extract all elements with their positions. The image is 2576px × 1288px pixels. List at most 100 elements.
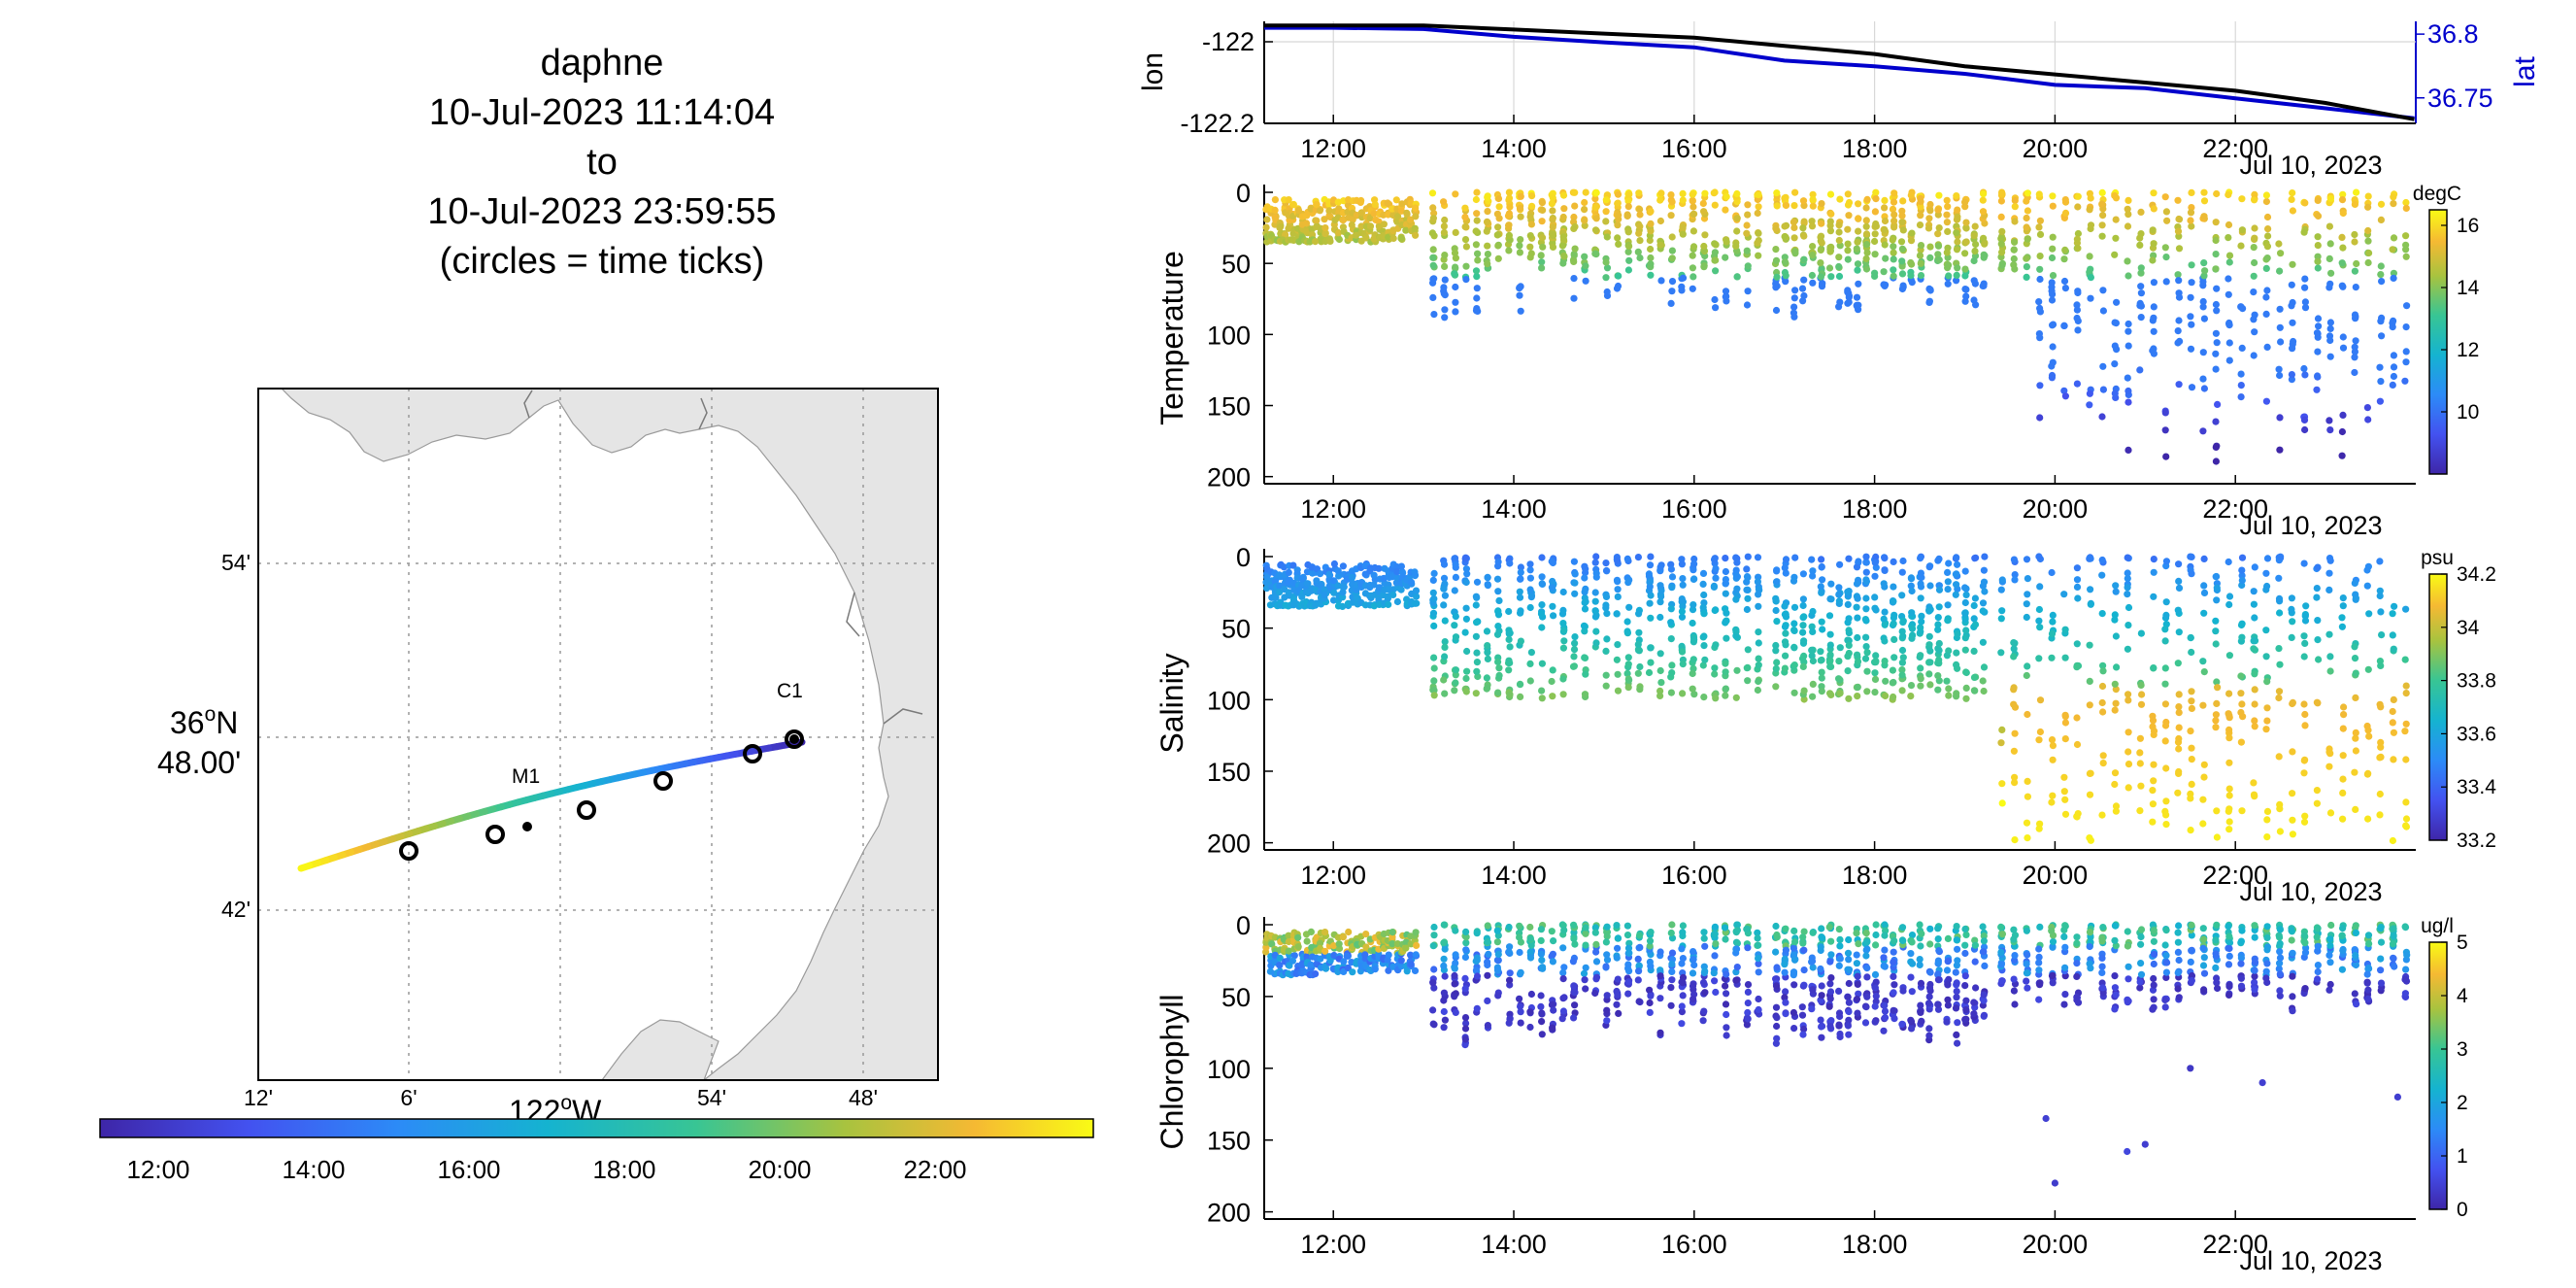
data-point	[1614, 234, 1622, 242]
data-point	[2061, 654, 2069, 661]
data-point	[1430, 664, 1438, 672]
data-point	[1954, 945, 1961, 953]
data-point	[1954, 630, 1961, 638]
data-point	[2098, 963, 2106, 970]
data-point	[1440, 939, 1448, 947]
data-point	[1317, 582, 1324, 590]
data-point	[1782, 652, 1790, 660]
data-point	[2225, 932, 2233, 940]
data-point	[2263, 213, 2272, 221]
data-point	[1871, 669, 1879, 677]
data-point	[1809, 627, 1817, 636]
data-point	[1430, 692, 1438, 699]
data-point	[2352, 694, 2359, 702]
data-point	[1890, 620, 1897, 627]
data-point	[1668, 278, 1677, 286]
data-point	[2402, 323, 2410, 331]
data-point	[1755, 960, 1762, 967]
data-point	[1826, 221, 1834, 229]
data-point	[1615, 1009, 1623, 1017]
data-point	[2390, 234, 2398, 242]
data-point	[2378, 278, 2386, 286]
data-point	[1722, 555, 1729, 562]
data-point	[1782, 272, 1790, 280]
data-point	[2276, 970, 2284, 978]
data-point	[1263, 216, 1271, 223]
data-point	[2073, 301, 2081, 309]
data-point	[2074, 192, 2082, 200]
data-point	[1871, 269, 1879, 277]
date-label: Jul 10, 2023	[2239, 151, 2382, 180]
data-point	[2300, 364, 2308, 373]
data-point	[1998, 576, 2006, 584]
data-point	[1798, 1003, 1806, 1011]
data-point	[2124, 196, 2132, 204]
data-point	[1559, 1007, 1567, 1015]
data-point	[1880, 268, 1888, 276]
data-point	[1282, 231, 1289, 239]
data-point	[1744, 201, 1752, 209]
data-point	[1559, 968, 1567, 977]
land-north	[258, 389, 938, 1080]
data-point	[1538, 964, 1547, 971]
data-point	[1592, 573, 1600, 581]
data-point	[2314, 925, 2322, 932]
data-point	[2238, 633, 2246, 641]
data-point	[1744, 646, 1752, 654]
data-point	[1722, 254, 1729, 261]
data-point	[1602, 593, 1611, 601]
data-point	[2111, 191, 2119, 200]
data-point	[1872, 978, 1880, 986]
data-point	[1827, 951, 1835, 959]
x-tick-label: 14:00	[1481, 494, 1547, 524]
data-point	[1953, 649, 1960, 657]
data-point	[1699, 580, 1707, 589]
data-point	[1889, 236, 1896, 244]
data-point	[1971, 941, 1979, 949]
data-point	[2035, 298, 2043, 306]
data-point	[1961, 615, 1969, 623]
data-point	[1772, 1039, 1780, 1047]
data-point	[1781, 233, 1789, 241]
data-point	[1602, 196, 1610, 204]
data-point	[1754, 578, 1761, 586]
data-point	[1581, 605, 1589, 613]
data-point	[1517, 568, 1524, 576]
data-point	[1700, 242, 1708, 251]
data-point	[1817, 273, 1824, 281]
colorbar-strip	[2428, 209, 2448, 475]
data-point	[1312, 238, 1320, 246]
data-point	[2201, 267, 2209, 275]
data-point	[1538, 687, 1546, 695]
data-point	[1484, 655, 1491, 663]
data-point	[1917, 555, 1924, 562]
data-point	[2073, 235, 2081, 243]
data-point	[1773, 1022, 1781, 1031]
data-point	[2351, 267, 2359, 275]
data-point	[1781, 602, 1789, 610]
data-point	[1898, 659, 1906, 666]
data-point	[1614, 190, 1623, 198]
data-point	[1809, 680, 1817, 689]
data-point	[1371, 966, 1379, 973]
data-point	[2136, 734, 2144, 742]
data-point	[2276, 414, 2284, 422]
data-point	[2175, 956, 2183, 965]
data-point	[1678, 1008, 1686, 1016]
data-point	[2289, 1007, 2296, 1015]
data-point	[2237, 974, 2245, 982]
data-point	[2225, 939, 2234, 947]
data-point	[1388, 929, 1396, 936]
data-point	[1721, 924, 1729, 932]
data-point	[2036, 728, 2044, 736]
data-point	[1582, 964, 1589, 971]
data-point	[1818, 1023, 1825, 1031]
data-point	[2049, 742, 2057, 750]
data-point	[1998, 726, 2006, 734]
data-point	[1656, 666, 1664, 675]
data-point	[2188, 780, 2195, 789]
data-point	[1634, 645, 1642, 654]
data-point	[1348, 573, 1356, 582]
data-point	[1845, 966, 1854, 973]
data-point	[2111, 680, 2119, 688]
